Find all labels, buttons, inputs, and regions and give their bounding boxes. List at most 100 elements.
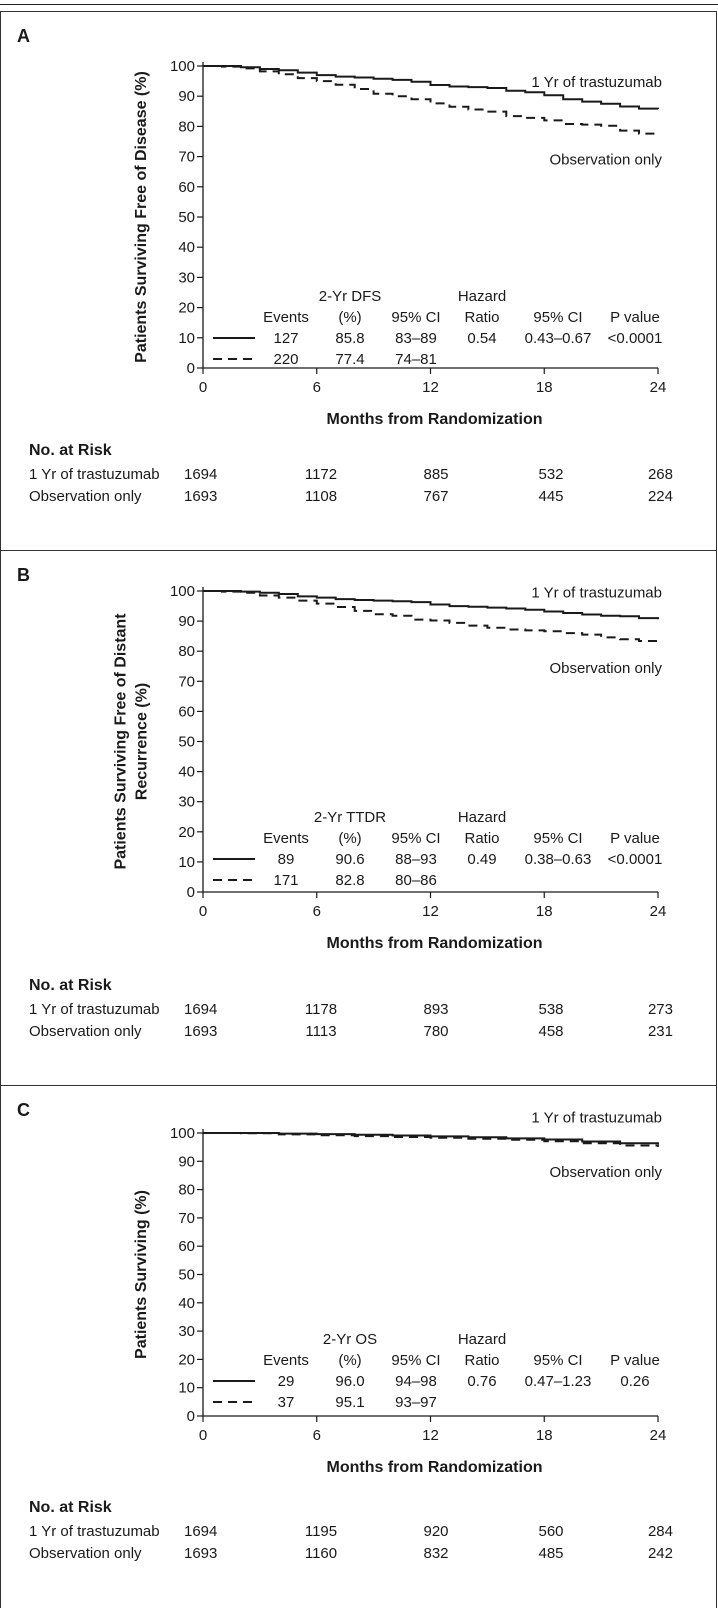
legend-header: Ratio [464,309,499,326]
legend-cell: 0.38–0.63 [525,851,592,868]
risk-row-observation: Observation only 1693 1160 832 485 242 [1,1545,718,1565]
legend-cell: 93–97 [395,1394,437,1411]
x-tick-label: 12 [422,379,439,396]
legend-cell: <0.0001 [608,330,663,347]
legend-header: P value [610,309,660,326]
risk-count: 1195 [304,1523,338,1540]
risk-row-label: Observation only [29,1023,142,1040]
legend-cell: 80–86 [395,872,437,889]
risk-count: 284 [647,1523,673,1540]
panel-c: C 0 10 20 30 40 50 60 70 80 90 100 0 6 12 18 24 Months f… [0,1085,717,1608]
risk-count: 532 [538,466,564,483]
x-tick-label: 18 [536,1427,553,1444]
y-tick-label: 90 [178,1153,195,1170]
y-tick-label: 30 [178,794,195,811]
legend-cell: 85.8 [335,330,364,347]
legend-cell: <0.0001 [608,851,663,868]
risk-count: 832 [423,1545,449,1562]
x-tick-label: 24 [650,1427,667,1444]
x-tick-label: 18 [536,903,553,920]
km-plot-b: 0 10 20 30 40 50 60 70 80 90 100 0 6 12 18 24 Months fro… [113,583,667,952]
risk-row-label: 1 Yr of trastuzumab [29,1001,160,1018]
legend-header: Ratio [464,830,499,847]
series-line-trastuzumab [203,590,659,620]
risk-row-label: Observation only [29,1545,142,1562]
y-tick-label: 20 [178,824,195,841]
legend-header: Events [263,309,309,326]
y-tick-label: 50 [178,734,195,751]
y-tick-label: 100 [170,58,195,75]
legend-header: 95% CI [533,830,582,847]
y-tick-label: 80 [178,1182,195,1199]
y-axis-title-line: Patients Surviving (%) [133,1190,150,1359]
risk-row-label: 1 Yr of trastuzumab [29,466,160,483]
risk-row-trastuzumab: 1 Yr of trastuzumab 1694 1172 885 532 26… [1,466,718,486]
y-tick-label: 60 [178,1238,195,1255]
x-tick-label: 6 [313,379,321,396]
legend-cell: 74–81 [395,351,437,368]
risk-count: 1693 [184,488,218,505]
y-tick-label: 100 [170,1125,195,1142]
risk-count: 780 [423,1023,449,1040]
y-tick-label: 40 [178,1295,195,1312]
legend-cell: 0.26 [620,1373,649,1390]
risk-count: 1160 [304,1545,338,1562]
risk-count: 1108 [304,488,338,505]
y-tick-label: 20 [178,300,195,317]
km-plot-a: 0 10 20 30 40 50 60 70 80 90 100 0 6 12 18 24 Months fro… [133,58,666,428]
x-tick-label: 6 [313,903,321,920]
panel-b: B 0 10 20 30 40 50 60 70 80 90 100 0 6 12 18 24 Months f… [0,550,717,1086]
legend-cell: 95.1 [335,1394,364,1411]
risk-count: 538 [538,1001,564,1018]
legend-header: Hazard [458,1331,506,1348]
y-tick-label: 60 [178,179,195,196]
legend-cell: 0.54 [467,330,496,347]
risk-count: 224 [647,488,673,505]
x-tick-label: 12 [422,1427,439,1444]
legend-header: (%) [338,830,361,847]
risk-table-title: No. at Risk [29,442,112,459]
legend-header: Events [263,830,309,847]
x-tick-label: 0 [199,1427,207,1444]
y-axis-title: Patients Surviving Free of Disease (%) [133,71,150,363]
risk-row-label: 1 Yr of trastuzumab [29,1523,160,1540]
risk-count: 1694 [184,1523,218,1540]
x-axis-title: Months from Randomization [327,935,543,952]
series-line-observation [203,65,659,135]
legend-header: 2-Yr TTDR [314,809,386,826]
y-tick-label: 10 [178,330,195,347]
legend-cell: 127 [273,330,298,347]
legend-cell: 82.8 [335,872,364,889]
legend-header: P value [610,1352,660,1369]
legend-cell: 0.76 [467,1373,496,1390]
legend-header: 2-Yr OS [323,1331,377,1348]
series-label-trastuzumab: 1 Yr of trastuzumab [531,584,662,601]
y-tick-label: 0 [187,1408,195,1425]
risk-row-observation: Observation only 1693 1113 780 458 231 [1,1023,718,1043]
y-tick-label: 90 [178,88,195,105]
risk-count: 920 [423,1523,449,1540]
risk-count: 1694 [184,1001,218,1018]
risk-count: 242 [647,1545,673,1562]
y-tick-label: 10 [178,1380,195,1397]
x-axis-title: Months from Randomization [327,411,543,428]
series-line-trastuzumab [203,65,659,110]
y-axis-title: Patients Surviving (%) [133,1190,150,1359]
risk-count: 1172 [304,466,338,483]
y-axis-title: Patients Surviving Free of Distant Recurr… [113,613,151,870]
legend-cell: 83–89 [395,330,437,347]
panel-a: A 0 10 20 30 40 50 60 70 80 90 100 0 6 12 18 24 Months f… [0,11,717,551]
risk-table-title: No. at Risk [29,977,112,994]
x-axis-title: Months from Randomization [327,1459,543,1476]
risk-row-trastuzumab: 1 Yr of trastuzumab 1694 1178 893 538 27… [1,1001,718,1021]
risk-count: 560 [538,1523,564,1540]
risk-count: 458 [538,1023,564,1040]
panel-letter: B [17,565,30,585]
legend-header: Ratio [464,1352,499,1369]
y-tick-label: 70 [178,149,195,166]
risk-count: 893 [423,1001,449,1018]
risk-row-observation: Observation only 1693 1108 767 445 224 [1,488,718,508]
legend-cell: 220 [273,351,298,368]
risk-count: 1693 [184,1023,218,1040]
risk-count: 1113 [305,1023,337,1040]
